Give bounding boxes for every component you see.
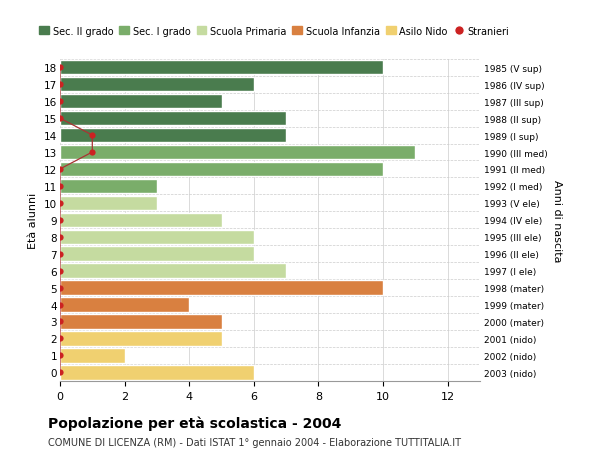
- Text: Popolazione per età scolastica - 2004: Popolazione per età scolastica - 2004: [48, 415, 341, 430]
- Bar: [60, 331, 221, 346]
- Bar: [60, 213, 221, 228]
- Bar: [60, 298, 189, 312]
- Bar: [60, 314, 221, 329]
- Bar: [60, 146, 415, 160]
- Legend: Sec. II grado, Sec. I grado, Scuola Primaria, Scuola Infanzia, Asilo Nido, Stran: Sec. II grado, Sec. I grado, Scuola Prim…: [35, 23, 513, 40]
- Bar: [60, 230, 254, 244]
- Bar: [60, 264, 286, 278]
- Bar: [60, 162, 383, 177]
- Bar: [60, 247, 254, 261]
- Bar: [60, 112, 286, 126]
- Bar: [60, 281, 383, 295]
- Y-axis label: Anni di nascita: Anni di nascita: [552, 179, 562, 262]
- Bar: [60, 95, 221, 109]
- Bar: [60, 348, 125, 363]
- Bar: [60, 196, 157, 211]
- Bar: [60, 179, 157, 194]
- Bar: [60, 78, 254, 92]
- Y-axis label: Età alunni: Età alunni: [28, 192, 38, 248]
- Bar: [60, 365, 254, 380]
- Bar: [60, 129, 286, 143]
- Text: COMUNE DI LICENZA (RM) - Dati ISTAT 1° gennaio 2004 - Elaborazione TUTTITALIA.IT: COMUNE DI LICENZA (RM) - Dati ISTAT 1° g…: [48, 437, 461, 447]
- Bar: [60, 61, 383, 75]
